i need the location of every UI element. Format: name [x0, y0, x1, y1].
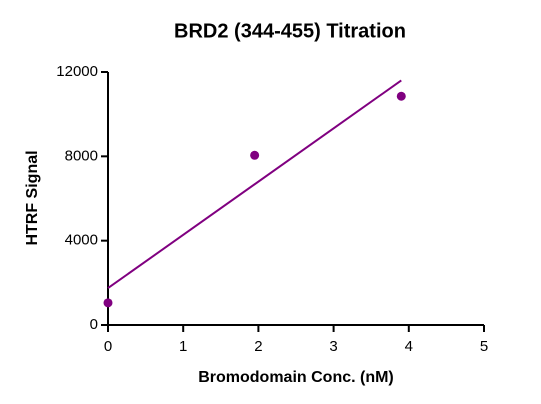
y-tick-label: 4000 — [65, 232, 98, 249]
x-tick-label: 0 — [104, 338, 112, 355]
data-point — [250, 150, 260, 160]
y-tick-label: 8000 — [65, 147, 98, 164]
x-tick-label: 4 — [405, 338, 413, 355]
fit-line — [107, 79, 402, 289]
x-axis-title: Bromodomain Conc. (nM) — [198, 369, 394, 386]
data-point — [103, 298, 113, 308]
data-point — [396, 91, 406, 101]
x-tick-label: 1 — [179, 338, 187, 355]
y-tick-label: 12000 — [56, 63, 98, 80]
chart-title: BRD2 (344-455) Titration — [174, 20, 406, 42]
y-axis-title: HTRF Signal — [24, 150, 41, 245]
x-tick-label: 2 — [254, 338, 262, 355]
x-tick-label: 5 — [480, 338, 488, 355]
y-tick-label: 0 — [90, 316, 98, 333]
x-tick-label: 3 — [329, 338, 337, 355]
